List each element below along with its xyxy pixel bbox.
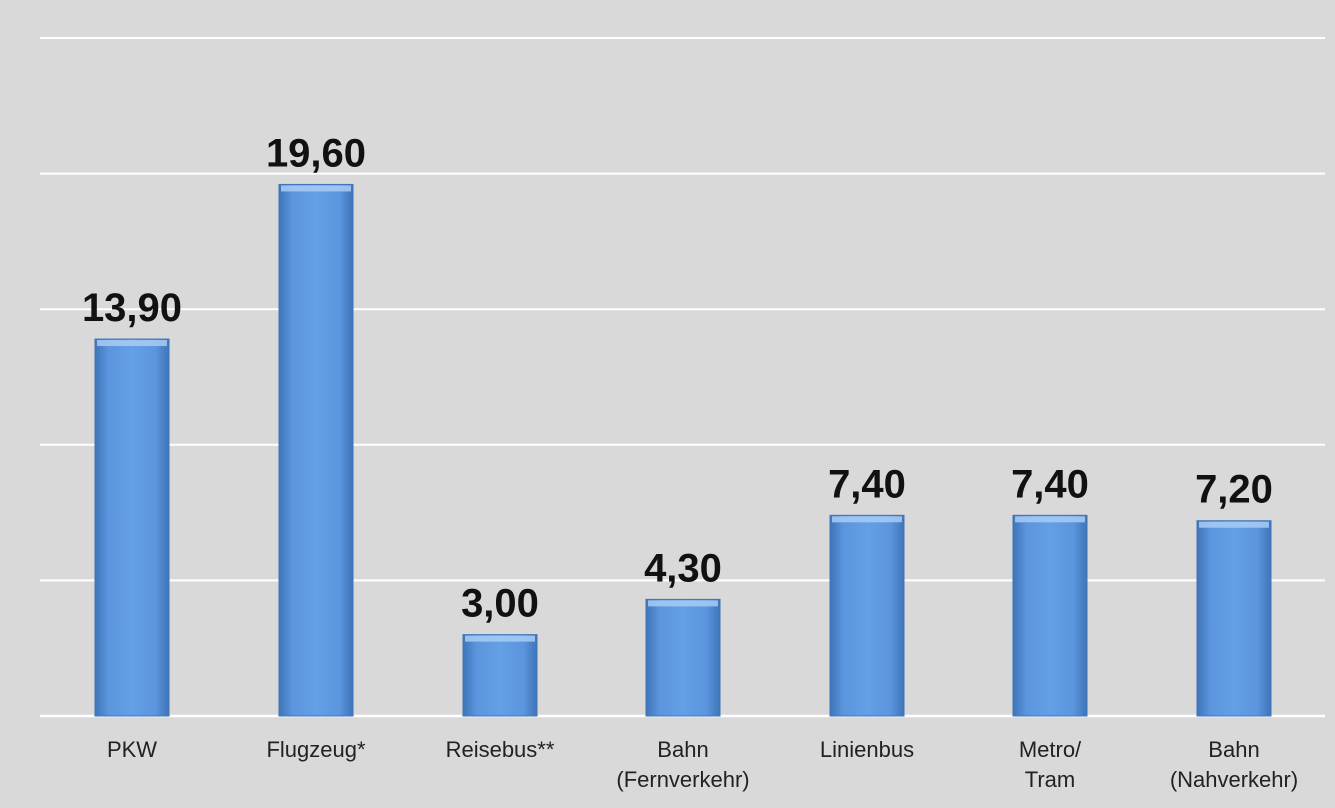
x-tick-label: Linienbus — [820, 737, 914, 762]
x-tick-label: Flugzeug* — [266, 737, 366, 762]
bar-highlight — [281, 185, 351, 192]
bar — [1012, 514, 1088, 717]
bar-highlight — [1015, 516, 1085, 523]
x-tick-label: Reisebus** — [446, 737, 555, 762]
bar — [1196, 520, 1272, 717]
bar-highlight — [97, 340, 167, 347]
data-label: 7,40 — [828, 462, 906, 506]
data-label: 4,30 — [644, 546, 722, 590]
data-label: 7,40 — [1011, 462, 1089, 506]
x-tick-label: PKW — [107, 737, 157, 762]
bar-highlight — [832, 516, 902, 523]
value-labels: 13,90 19,60 3,00 4,30 7,40 7,40 7,20 — [82, 131, 1273, 625]
gridlines — [40, 37, 1325, 718]
bar — [645, 598, 721, 717]
bar — [278, 183, 354, 717]
x-tick-label: Metro/Tram — [1019, 737, 1082, 792]
bar-highlight — [648, 600, 718, 607]
bar — [94, 338, 170, 717]
bar — [829, 514, 905, 717]
data-label: 7,20 — [1195, 468, 1273, 512]
data-label: 3,00 — [461, 582, 539, 626]
data-label: 13,90 — [82, 286, 182, 330]
x-tick-label: Bahn (Nahverkehr) — [1170, 737, 1298, 792]
category-labels: PKW Flugzeug* Reisebus** Bahn (Fernverkehr) L… — [107, 737, 1298, 792]
bar-highlight — [465, 635, 535, 642]
bar — [462, 634, 538, 717]
bars — [94, 183, 1272, 717]
bar-highlight — [1199, 521, 1269, 528]
data-label: 19,60 — [266, 131, 366, 175]
x-tick-label: Bahn (Fernverkehr) — [616, 737, 749, 792]
